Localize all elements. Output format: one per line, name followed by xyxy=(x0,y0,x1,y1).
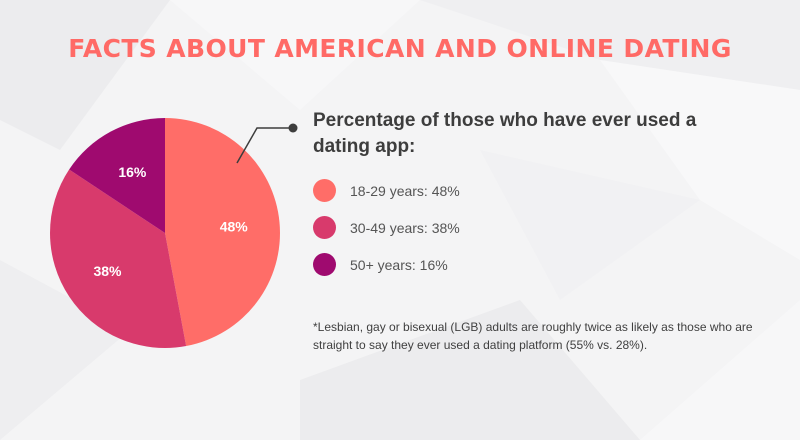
pie-label-30-49: 38% xyxy=(93,263,122,279)
legend-label-50-plus: 50+ years: 16% xyxy=(350,256,448,273)
page-title: FACTS ABOUT AMERICAN AND ONLINE DATING xyxy=(68,34,732,63)
legend-item-18-29: 18-29 years: 48% xyxy=(313,172,753,209)
legend-label-30-49: 30-49 years: 38% xyxy=(350,219,460,236)
pie-slice-18-29 xyxy=(165,118,280,347)
chart-title: Percentage of those who have ever used a… xyxy=(313,110,697,157)
pie-slice-30-49 xyxy=(50,169,187,348)
footnote: *Lesbian, gay or bisexual (LGB) adults a… xyxy=(313,320,753,352)
pie-label-18-29: 48% xyxy=(220,219,249,235)
pie-slice-50-plus xyxy=(69,118,165,233)
pie-label-50-plus: 16% xyxy=(118,164,147,180)
legend-item-50-plus: 50+ years: 16% xyxy=(313,246,753,283)
legend-label-18-29: 18-29 years: 48% xyxy=(350,182,460,199)
legend-swatch-50-plus xyxy=(313,253,336,276)
legend-swatch-18-29 xyxy=(313,179,336,202)
legend-list: 18-29 years: 48% 30-49 years: 38% 50+ ye… xyxy=(313,172,753,283)
legend-swatch-30-49 xyxy=(313,216,336,239)
legend: Percentage of those who have ever used a… xyxy=(313,108,753,283)
legend-item-30-49: 30-49 years: 38% xyxy=(313,209,753,246)
pie-chart: 48% 38% 16% xyxy=(50,118,280,348)
